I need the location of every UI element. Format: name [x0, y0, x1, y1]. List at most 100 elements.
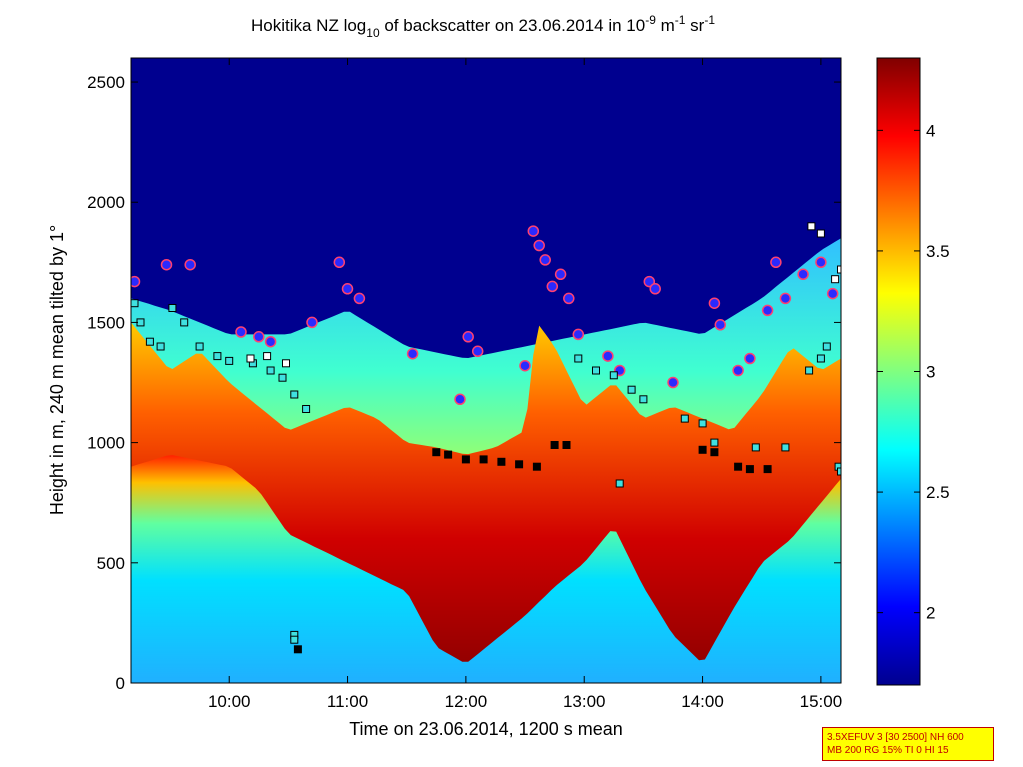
marker-square	[592, 366, 600, 375]
marker-circle	[732, 364, 744, 377]
y-tick-label: 0	[116, 674, 125, 693]
marker-circle	[667, 376, 679, 389]
marker-square	[807, 222, 816, 231]
marker-circle	[264, 335, 277, 348]
marker-square	[698, 419, 707, 428]
x-tick-label: 10:00	[208, 692, 251, 711]
marker-circle	[406, 347, 419, 360]
marker-circle	[333, 256, 346, 269]
marker-circle	[563, 292, 575, 305]
marker-square	[290, 635, 299, 644]
marker-square	[461, 455, 470, 464]
marker-circle	[708, 297, 721, 309]
marker-square	[710, 448, 719, 457]
marker-square	[831, 275, 840, 284]
marker-square	[805, 366, 814, 375]
marker-circle	[546, 280, 559, 293]
y-tick-label: 2000	[87, 193, 125, 212]
colorbar	[876, 57, 921, 686]
marker-square	[290, 390, 299, 399]
marker-square	[195, 342, 204, 351]
marker-square	[837, 265, 841, 274]
marker-square	[816, 354, 825, 363]
marker-circle	[341, 283, 354, 295]
x-tick-label: 11:00	[327, 692, 368, 711]
settings-info-box: 3.5XEFUV 3 [30 2500] NH 600 MB 200 RG 15…	[822, 727, 994, 761]
x-tick-label: 14:00	[681, 692, 724, 711]
marker-square	[145, 337, 154, 346]
marker-circle	[160, 258, 173, 271]
marker-square	[302, 405, 311, 413]
marker-square	[444, 450, 453, 459]
marker-square	[763, 465, 772, 474]
plot-frame	[130, 57, 842, 684]
lower-air-layer	[131, 455, 841, 683]
y-tick-label: 1500	[87, 313, 125, 332]
marker-circle	[826, 287, 839, 300]
colorbar-tick-label: 2	[926, 604, 935, 623]
marker-circle	[744, 352, 756, 365]
marker-square	[282, 359, 290, 368]
marker-circle	[815, 256, 827, 269]
y-axis-label: Height in m, 240 m mean tilted by 1°	[47, 225, 67, 515]
marker-circle	[462, 331, 474, 343]
marker-square	[479, 455, 488, 464]
marker-square	[293, 645, 302, 654]
marker-circle	[649, 283, 661, 295]
marker-circle	[527, 225, 540, 237]
marker-circle	[797, 268, 809, 281]
marker-square	[246, 354, 255, 363]
marker-square	[180, 318, 189, 327]
marker-square	[263, 352, 272, 361]
settings-line-1: 3.5XEFUV 3 [30 2500] NH 600	[827, 732, 964, 743]
marker-circle	[235, 326, 247, 338]
colorbar-tick-label: 2.5	[926, 483, 950, 502]
marker-square	[751, 443, 760, 452]
marker-circle	[306, 316, 318, 329]
marker-square	[837, 467, 841, 476]
marker-circle	[471, 345, 484, 358]
marker-square	[734, 462, 743, 471]
marker-square	[698, 445, 707, 454]
marker-circle	[353, 292, 366, 305]
marker-circle	[554, 268, 567, 281]
marker-square	[515, 460, 524, 469]
marker-square	[532, 462, 541, 471]
marker-square	[225, 356, 234, 365]
marker-square	[562, 441, 571, 449]
marker-square	[136, 318, 145, 327]
marker-square	[745, 465, 754, 474]
marker-square	[156, 342, 165, 351]
x-tick-label: 15:00	[800, 692, 843, 711]
x-axis-label: Time on 23.06.2014, 1200 s mean	[349, 719, 623, 739]
colorbar-axis: 2 2.5 3 3.5 4	[877, 121, 950, 623]
marker-square	[432, 448, 441, 457]
y-tick-label: 1000	[87, 434, 125, 453]
marker-circle	[184, 258, 196, 271]
marker-square	[781, 443, 790, 452]
marker-circle	[519, 359, 531, 372]
y-tick-label: 2500	[87, 73, 125, 92]
marker-circle	[454, 393, 466, 406]
marker-square	[627, 385, 636, 394]
marker-circle	[253, 331, 265, 343]
marker-circle	[131, 275, 141, 288]
colorbar-tick-label: 3.5	[926, 242, 950, 261]
x-tick-label: 13:00	[563, 692, 606, 711]
marker-square	[680, 414, 689, 423]
marker-square	[822, 342, 831, 351]
marker-square	[816, 229, 825, 238]
marker-circle	[533, 239, 545, 252]
marker-circle	[714, 319, 727, 331]
colorbar-tick-label: 3	[926, 363, 935, 382]
marker-square	[213, 352, 222, 361]
marker-circle	[643, 275, 656, 288]
colorbar-tick-label: 4	[926, 121, 935, 140]
marker-square	[609, 371, 618, 380]
marker-circle	[572, 328, 585, 341]
x-tick-label: 12:00	[445, 692, 488, 711]
marker-circle	[539, 254, 551, 266]
marker-square	[168, 304, 177, 312]
marker-circle	[770, 256, 782, 269]
chart-title: Hokitika NZ log10 of backscatter on 23.0…	[251, 13, 715, 40]
